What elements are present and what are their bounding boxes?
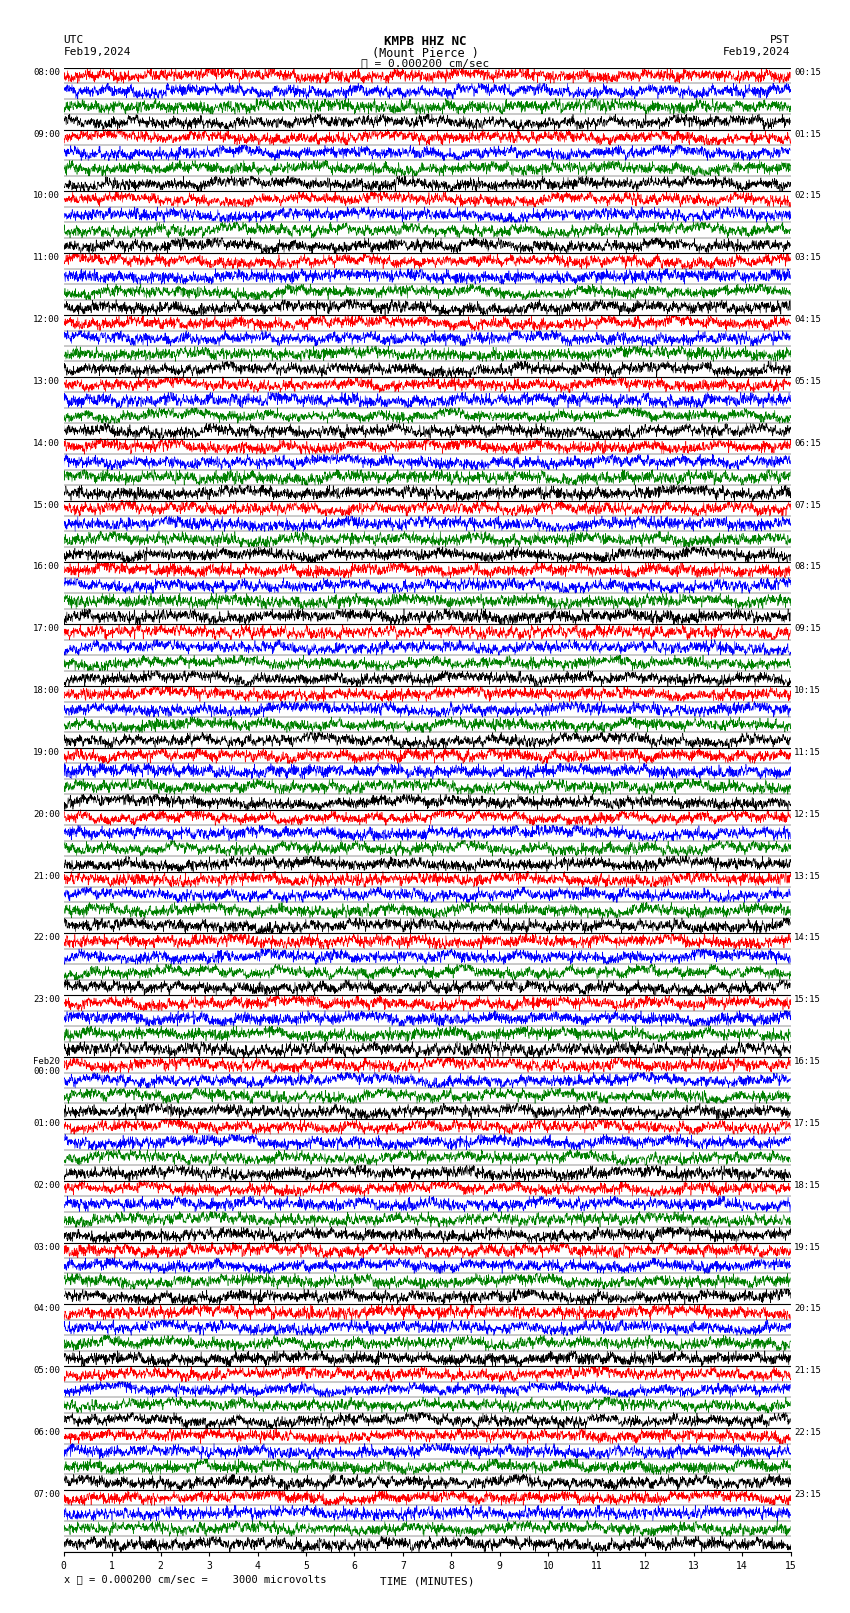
Text: 14:15: 14:15 — [794, 934, 821, 942]
Text: 07:00: 07:00 — [33, 1490, 60, 1498]
Text: 08:15: 08:15 — [794, 563, 821, 571]
Text: 14:00: 14:00 — [33, 439, 60, 448]
Text: 12:15: 12:15 — [794, 810, 821, 819]
Text: 07:15: 07:15 — [794, 500, 821, 510]
Text: 22:15: 22:15 — [794, 1428, 821, 1437]
Text: Feb19,2024: Feb19,2024 — [723, 47, 791, 56]
Text: 20:00: 20:00 — [33, 810, 60, 819]
Text: 03:15: 03:15 — [794, 253, 821, 263]
Text: ⏐ = 0.000200 cm/sec: ⏐ = 0.000200 cm/sec — [361, 58, 489, 68]
Text: 21:00: 21:00 — [33, 871, 60, 881]
Text: 19:15: 19:15 — [794, 1242, 821, 1252]
Text: 08:00: 08:00 — [33, 68, 60, 77]
Text: 00:15: 00:15 — [794, 68, 821, 77]
Text: 11:00: 11:00 — [33, 253, 60, 263]
Text: x ⏐ = 0.000200 cm/sec =    3000 microvolts: x ⏐ = 0.000200 cm/sec = 3000 microvolts — [64, 1574, 326, 1584]
Text: 11:15: 11:15 — [794, 748, 821, 756]
Text: 19:00: 19:00 — [33, 748, 60, 756]
Text: 23:15: 23:15 — [794, 1490, 821, 1498]
Text: 22:00: 22:00 — [33, 934, 60, 942]
Text: KMPB HHZ NC: KMPB HHZ NC — [383, 35, 467, 48]
Text: 21:15: 21:15 — [794, 1366, 821, 1376]
Text: Feb19,2024: Feb19,2024 — [64, 47, 131, 56]
Text: 04:00: 04:00 — [33, 1305, 60, 1313]
Text: 16:00: 16:00 — [33, 563, 60, 571]
Text: 09:15: 09:15 — [794, 624, 821, 634]
Text: PST: PST — [770, 35, 790, 45]
Text: (Mount Pierce ): (Mount Pierce ) — [371, 47, 479, 60]
Text: 06:15: 06:15 — [794, 439, 821, 448]
Text: 02:00: 02:00 — [33, 1181, 60, 1190]
Text: 15:15: 15:15 — [794, 995, 821, 1005]
Text: 13:00: 13:00 — [33, 377, 60, 386]
Text: 04:15: 04:15 — [794, 315, 821, 324]
Text: 16:15: 16:15 — [794, 1057, 821, 1066]
Text: 17:15: 17:15 — [794, 1119, 821, 1127]
Text: 05:00: 05:00 — [33, 1366, 60, 1376]
Text: 17:00: 17:00 — [33, 624, 60, 634]
Text: 01:15: 01:15 — [794, 129, 821, 139]
Text: 01:00: 01:00 — [33, 1119, 60, 1127]
Text: 18:15: 18:15 — [794, 1181, 821, 1190]
Text: 23:00: 23:00 — [33, 995, 60, 1005]
Text: 02:15: 02:15 — [794, 192, 821, 200]
Text: 13:15: 13:15 — [794, 871, 821, 881]
Text: 05:15: 05:15 — [794, 377, 821, 386]
Text: 18:00: 18:00 — [33, 686, 60, 695]
Text: 15:00: 15:00 — [33, 500, 60, 510]
Text: 20:15: 20:15 — [794, 1305, 821, 1313]
Text: 06:00: 06:00 — [33, 1428, 60, 1437]
Text: 10:15: 10:15 — [794, 686, 821, 695]
Text: UTC: UTC — [64, 35, 84, 45]
Text: Feb20
00:00: Feb20 00:00 — [33, 1057, 60, 1076]
Text: 10:00: 10:00 — [33, 192, 60, 200]
Text: 12:00: 12:00 — [33, 315, 60, 324]
X-axis label: TIME (MINUTES): TIME (MINUTES) — [380, 1576, 474, 1586]
Text: 03:00: 03:00 — [33, 1242, 60, 1252]
Text: 09:00: 09:00 — [33, 129, 60, 139]
